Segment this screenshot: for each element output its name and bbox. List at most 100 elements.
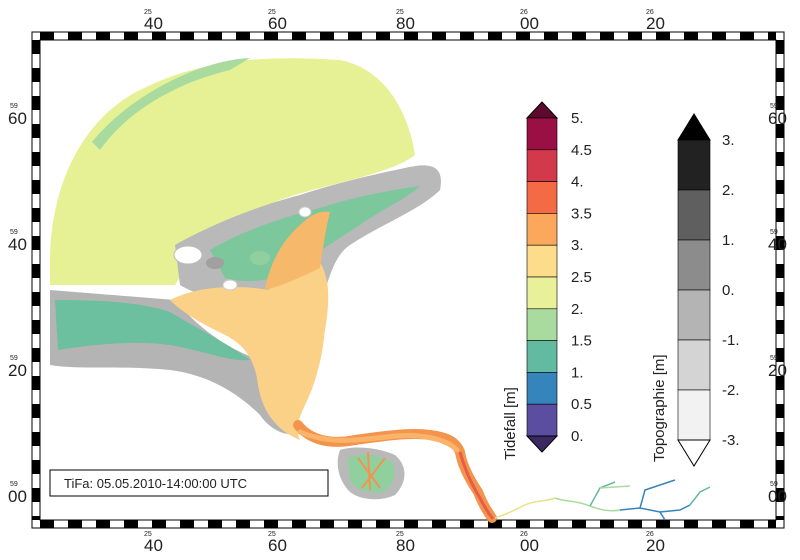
frame-check-top: [264, 32, 278, 40]
island-3: [250, 251, 270, 265]
tick-label: 80: [396, 14, 415, 33]
tick-label: 40: [144, 536, 163, 555]
frame-check-top: [404, 32, 418, 40]
tick-label: 00: [8, 487, 27, 506]
frame-check-bottom: [152, 520, 166, 528]
tidefall-swatch: [526, 149, 558, 182]
frame-check-right: [776, 264, 784, 278]
frame-check-bottom: [180, 520, 194, 528]
frame-check-top: [124, 32, 138, 40]
river-channel-inner: [297, 429, 460, 453]
tick-label: 60: [768, 109, 787, 128]
tidefall-tick-label: 2.: [571, 301, 584, 318]
frame-check-bottom: [124, 520, 138, 528]
tidefall-tick-label: 3.5: [571, 205, 592, 222]
topography-swatch: [677, 339, 711, 391]
frame-check-bottom: [236, 520, 250, 528]
frame-check-top: [320, 32, 334, 40]
frame-check-top: [432, 32, 446, 40]
tick-label-small: 25: [268, 531, 276, 538]
frame-check-right: [776, 208, 784, 222]
tidefall-tick-label: 5.: [571, 110, 584, 127]
upstream-river-7: [689, 486, 711, 506]
frame-check-right: [776, 152, 784, 166]
frame-check-top: [516, 32, 530, 40]
tidefall-arrow-bottom: [525, 435, 559, 453]
frame-check-bottom: [656, 520, 670, 528]
topography-tick-label: -3.: [722, 432, 740, 449]
frame-check-bottom: [600, 520, 614, 528]
frame-check-bottom: [432, 520, 446, 528]
tidefall-swatch: [526, 244, 558, 278]
tidefall-swatch: [526, 308, 558, 341]
frame-check-bottom: [488, 520, 502, 528]
frame-check-top: [40, 32, 54, 40]
tidefall-tick-label: 4.5: [571, 142, 592, 159]
tick-label: 60: [268, 14, 287, 33]
frame-check-left: [32, 208, 40, 222]
frame-check-right: [776, 124, 784, 138]
frame-check-bottom: [68, 520, 82, 528]
topography-swatch: [677, 189, 711, 241]
tidefall-tick-label: 2.5: [571, 269, 592, 286]
tidefall-swatch: [526, 403, 558, 437]
frame-check-right: [776, 348, 784, 362]
inner-delta-green: [348, 454, 395, 493]
frame-check-left: [32, 320, 40, 334]
frame-check-left: [32, 376, 40, 390]
frame-check-left: [32, 488, 40, 502]
map-body: [49, 58, 711, 523]
frame-check-top: [208, 32, 222, 40]
frame-check-top: [656, 32, 670, 40]
upstream-river-1: [494, 497, 556, 519]
island-1: [173, 245, 203, 265]
tick-label: 20: [646, 14, 665, 33]
frame-check-top: [96, 32, 110, 40]
tick-label: 40: [144, 14, 163, 33]
frame-check-right: [776, 236, 784, 250]
frame-check-bottom: [40, 520, 54, 528]
frame-check-left: [32, 68, 40, 82]
frame-check-right: [776, 516, 784, 520]
tick-label-small: 26: [646, 9, 654, 16]
tick-label: 60: [8, 109, 27, 128]
frame-check-left: [32, 348, 40, 362]
upstream-river-8: [599, 485, 631, 489]
frame-check-bottom: [684, 520, 698, 528]
tidefall-swatch: [526, 181, 558, 214]
tick-label: 40: [768, 235, 787, 254]
frame-check-bottom: [376, 520, 390, 528]
frame-check-right: [776, 292, 784, 306]
tick-label-small: 25: [268, 9, 276, 16]
tick-label: 00: [768, 487, 787, 506]
tick-label-small: 59: [10, 103, 18, 110]
frame-check-right: [776, 488, 784, 502]
topography-tick-label: 3.: [722, 132, 735, 149]
frame-check-right: [776, 96, 784, 110]
topography-tick-label: 0.: [722, 282, 735, 299]
frame-check-top: [628, 32, 642, 40]
frame-check-top: [712, 32, 726, 40]
frame-check-right: [776, 40, 784, 54]
topography-tick-label: 2.: [722, 182, 735, 199]
frame-check-right: [776, 404, 784, 418]
frame-check-left: [32, 516, 40, 520]
frame-check-left: [32, 404, 40, 418]
tick-label-small: 59: [770, 481, 778, 488]
upstream-river-5: [639, 479, 676, 509]
topography-swatch: [677, 139, 711, 191]
frame-check-bottom: [208, 520, 222, 528]
tick-label-small: 59: [770, 355, 778, 362]
tick-label-small: 59: [770, 103, 778, 110]
tick-label: 20: [646, 536, 665, 555]
frame-check-bottom: [348, 520, 362, 528]
tidefall-tick-label: 1.: [571, 364, 584, 381]
tick-label-small: 26: [646, 531, 654, 538]
tidefall-title: Tidefall [m]: [502, 387, 519, 460]
bay-upper-arms: [265, 211, 330, 290]
island-5: [298, 206, 312, 218]
frame-check-bottom: [96, 520, 110, 528]
frame-check-left: [32, 96, 40, 110]
tick-label-small: 59: [10, 481, 18, 488]
